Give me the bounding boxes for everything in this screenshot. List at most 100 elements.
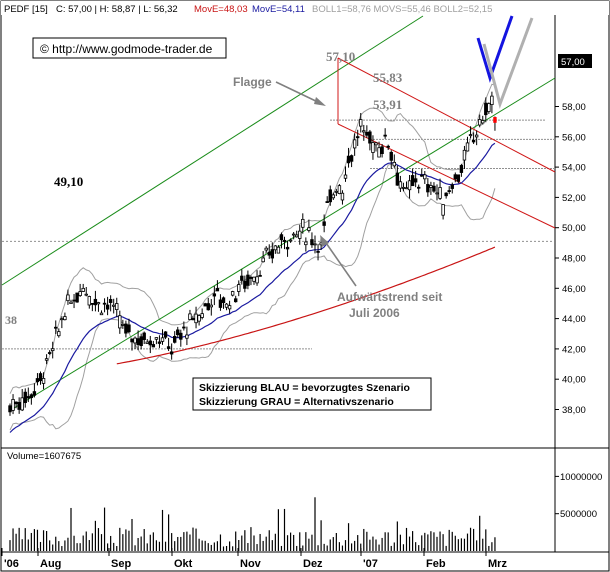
bar-body — [407, 180, 412, 191]
price-bar — [383, 128, 387, 139]
price-bar — [310, 232, 314, 248]
price-bar — [487, 102, 491, 114]
price-bar — [136, 330, 140, 351]
bar-body — [72, 299, 76, 302]
bar-body — [130, 338, 134, 343]
price-bar — [26, 387, 30, 403]
price-bar — [93, 290, 98, 312]
bar-body — [20, 397, 24, 411]
price-bar — [331, 192, 335, 200]
bar-body — [374, 142, 378, 146]
bar-body — [258, 274, 262, 277]
bar-body — [261, 257, 265, 263]
ma-long-line — [116, 246, 496, 365]
bar-body — [96, 302, 101, 305]
price-bar — [374, 141, 378, 152]
bar-body — [224, 303, 229, 308]
bar-body — [410, 175, 415, 187]
bar-body — [148, 340, 152, 346]
price-bar — [490, 91, 494, 114]
bar-body — [57, 331, 61, 337]
price-bar — [493, 116, 497, 131]
price-bar — [57, 328, 61, 338]
bar-body — [301, 218, 305, 228]
x-tick-label: Mrz — [488, 558, 507, 570]
bar-body — [316, 250, 320, 253]
price-bar — [215, 280, 220, 292]
header-ohlc: C: 57,00 | H: 58,87 | L: 56,32 — [56, 4, 178, 15]
bar-body — [481, 120, 485, 124]
bar-body — [81, 287, 85, 292]
bar-body — [444, 192, 448, 197]
price-bar — [459, 163, 464, 177]
channel-upper-line — [1, 15, 424, 286]
price-bar — [447, 186, 451, 195]
price-bar — [233, 295, 238, 303]
bar-body — [51, 348, 55, 352]
price-bar — [325, 196, 329, 203]
bar-body — [115, 303, 119, 311]
trend-arrowhead — [320, 235, 329, 247]
price-bar — [240, 269, 244, 285]
bar-body — [26, 396, 30, 399]
bar-body — [151, 344, 156, 348]
y-tick-label: 48,00 — [562, 254, 586, 265]
x-axis: '06 Aug Sep Okt Nov Dez '07 Feb Mrz — [1, 548, 507, 570]
price-bar — [255, 270, 259, 286]
moving-averages — [9, 142, 496, 433]
copyright-text[interactable]: © http://www.godmode-trader.de — [40, 42, 213, 56]
price-bar — [142, 331, 146, 344]
bar-body — [276, 246, 281, 254]
volume-tick-label: 5000000 — [560, 509, 597, 520]
bar-body — [203, 303, 207, 307]
price-bar — [294, 230, 299, 238]
bar-body — [362, 130, 366, 133]
price-bar — [139, 333, 143, 350]
bar-body — [105, 304, 110, 310]
price-bar — [441, 204, 445, 220]
price-bar — [75, 292, 79, 303]
flag-line-0 — [337, 57, 556, 173]
bar-body — [423, 174, 427, 180]
volume-axis: 5000000 10000000 — [555, 472, 602, 520]
price-bar — [471, 132, 476, 144]
price-bar — [32, 383, 37, 398]
bar-body — [380, 146, 384, 154]
bar-body — [35, 378, 40, 383]
bar-body — [441, 204, 445, 216]
x-tick-label: '07 — [363, 558, 378, 570]
price-bar — [246, 270, 250, 290]
price-bar — [380, 143, 384, 158]
price-bar — [276, 245, 281, 254]
bar-body — [484, 102, 488, 116]
bar-body — [377, 147, 381, 158]
bar-body — [282, 239, 287, 242]
bar-body — [270, 249, 274, 259]
bar-body — [230, 291, 235, 296]
bar-body — [343, 174, 348, 179]
price-bar — [221, 296, 226, 309]
header-move-long: MovE=48,03 — [194, 4, 248, 15]
bar-body — [112, 304, 116, 307]
bar-body — [142, 332, 146, 340]
bar-body — [145, 341, 149, 344]
price-bar — [334, 188, 339, 197]
bar-body — [386, 145, 390, 148]
price-bar — [203, 302, 207, 307]
bar-body — [307, 227, 311, 231]
header-strip — [1, 1, 609, 15]
bar-body — [172, 336, 177, 343]
price-bar — [124, 320, 128, 338]
x-tick-label: Aug — [40, 558, 61, 570]
price-bar — [87, 295, 91, 309]
price-bar — [362, 124, 366, 141]
bar-body — [179, 332, 183, 340]
price-bar — [209, 299, 213, 316]
label-flagge: Flagge — [233, 75, 272, 89]
bar-body — [212, 293, 217, 297]
price-bar — [166, 337, 171, 352]
price-bar — [386, 144, 390, 150]
bar-body — [102, 302, 107, 305]
bar-body — [313, 243, 317, 246]
price-bar — [477, 114, 482, 128]
